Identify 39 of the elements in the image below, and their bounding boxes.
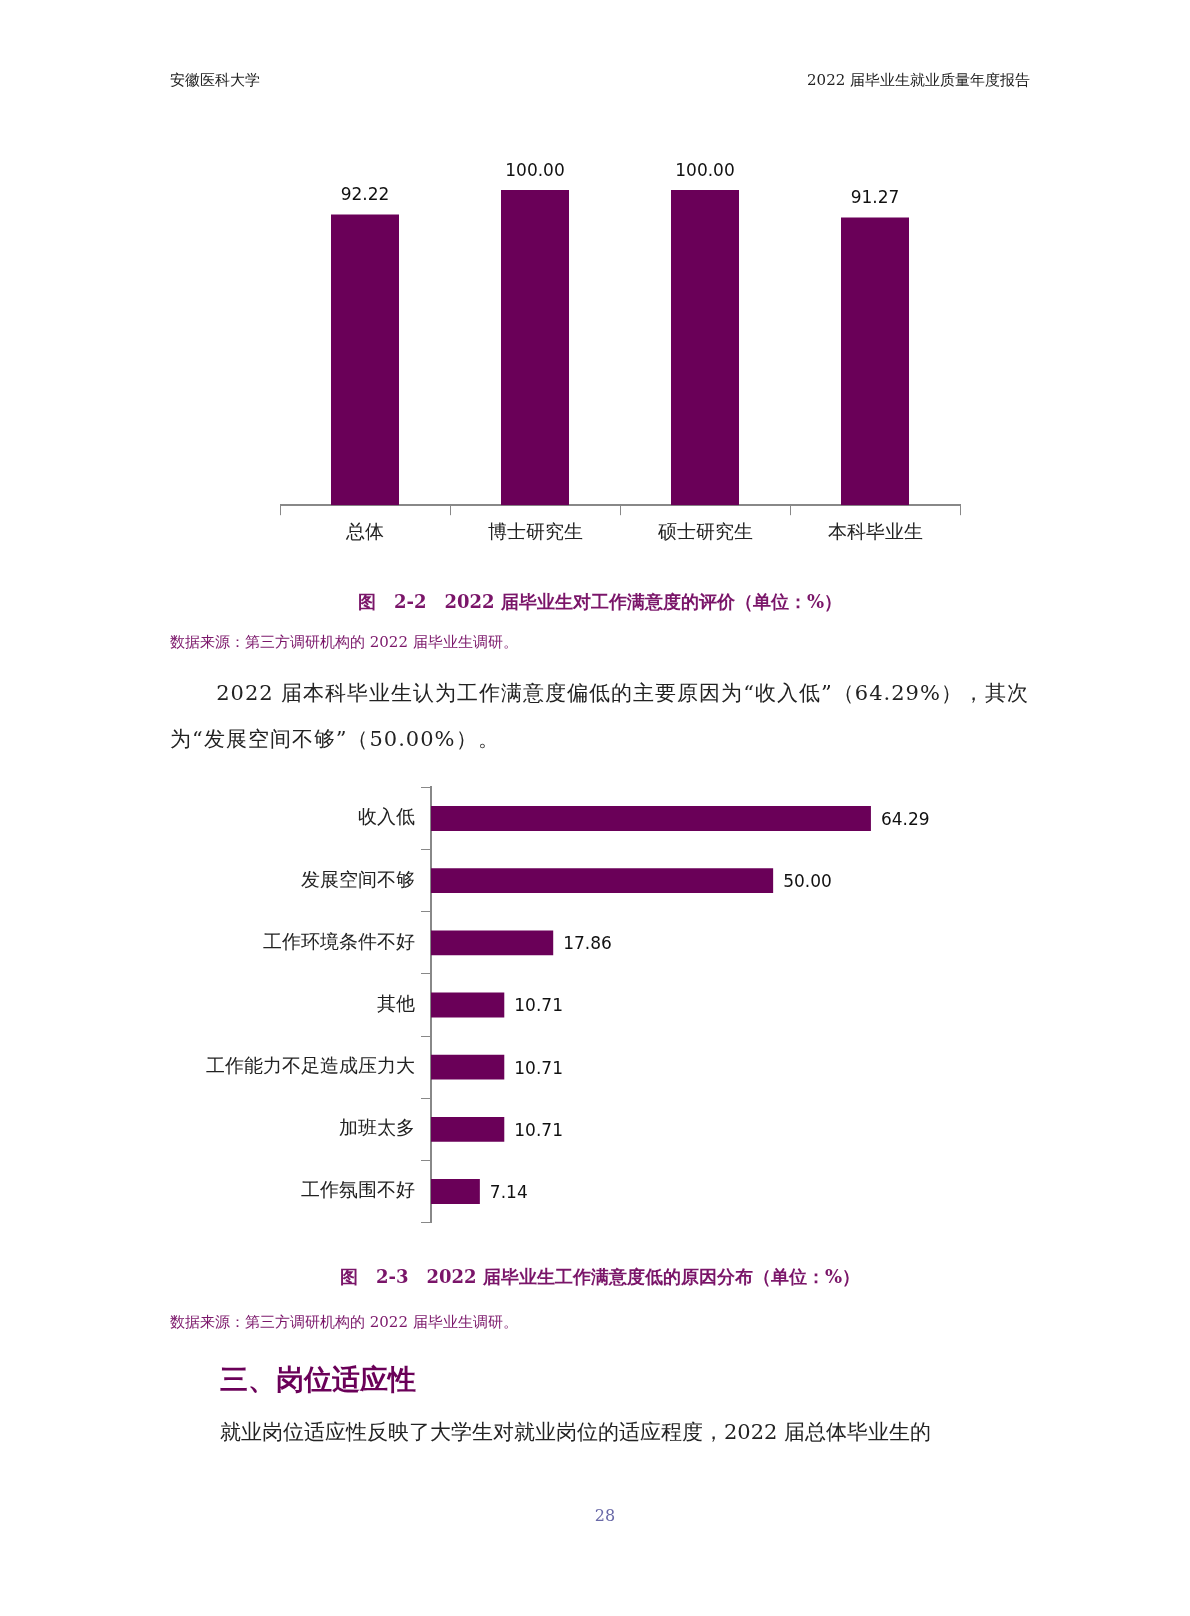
- y-tick-label: 发展空间不够: [301, 867, 415, 890]
- text: 2022 届毕业生就业质量年度报告: [806, 70, 1030, 91]
- x-tick-label: 硕士研究生: [656, 519, 753, 542]
- data-label: 17.86: [563, 933, 612, 954]
- data-label: 100.00: [505, 159, 565, 180]
- text: 就业岗位适应性反映了大学生对就业岗位的适应程度，2022 届总体毕业生的: [220, 1419, 933, 1446]
- bar: [431, 992, 505, 1018]
- data-label: 10.71: [514, 995, 563, 1016]
- text: 图 2-3 2022 届毕业生工作满意度低的原因分布（单位：%）: [339, 1265, 861, 1289]
- bar: [431, 930, 554, 956]
- y-tick-label: 工作环境条件不好: [263, 929, 415, 952]
- data-label: 7.14: [489, 1181, 528, 1202]
- source-note: 数据来源：第三方调研机构的 2022 届毕业生调研。: [170, 632, 519, 653]
- y-tick-label: 其他: [377, 991, 415, 1014]
- text: 安徽医科大学: [170, 70, 261, 91]
- text: 28: [593, 1505, 617, 1527]
- y-tick-label: 工作能力不足造成压力大: [206, 1054, 415, 1077]
- y-tick-label: 工作氛围不好: [301, 1178, 415, 1201]
- data-label: 10.71: [514, 1119, 563, 1140]
- y-tick-label: 收入低: [358, 805, 415, 828]
- bar: [431, 806, 871, 831]
- source-note: 数据来源：第三方调研机构的 2022 届毕业生调研。: [170, 1312, 519, 1333]
- text: 图 2-2 2022 届毕业生对工作满意度的评价（单位：%）: [357, 590, 843, 614]
- text: 2022 届本科毕业生认为工作满意度偏低的主要原因为“收入低”（64.29%），其次为“发展空间不够”（50.00%）。: [170, 680, 1030, 753]
- text: 三、岗位适应性: [220, 1362, 417, 1398]
- bar: [431, 868, 774, 894]
- data-label: 10.71: [514, 1057, 563, 1078]
- data-label: 92.22: [340, 184, 390, 205]
- x-tick-label: 总体: [345, 519, 384, 542]
- x-tick-label: 博士研究生: [487, 519, 583, 542]
- data-label: 64.29: [880, 808, 930, 829]
- data-label: 100.00: [675, 159, 735, 180]
- bar: [431, 1054, 505, 1080]
- bar: [431, 1116, 505, 1142]
- bar: [431, 1179, 480, 1204]
- data-label: 50.00: [783, 871, 832, 892]
- data-label: 91.27: [850, 187, 900, 208]
- x-tick-label: 本科毕业生: [827, 519, 923, 542]
- y-tick-label: 加班太多: [339, 1116, 415, 1139]
